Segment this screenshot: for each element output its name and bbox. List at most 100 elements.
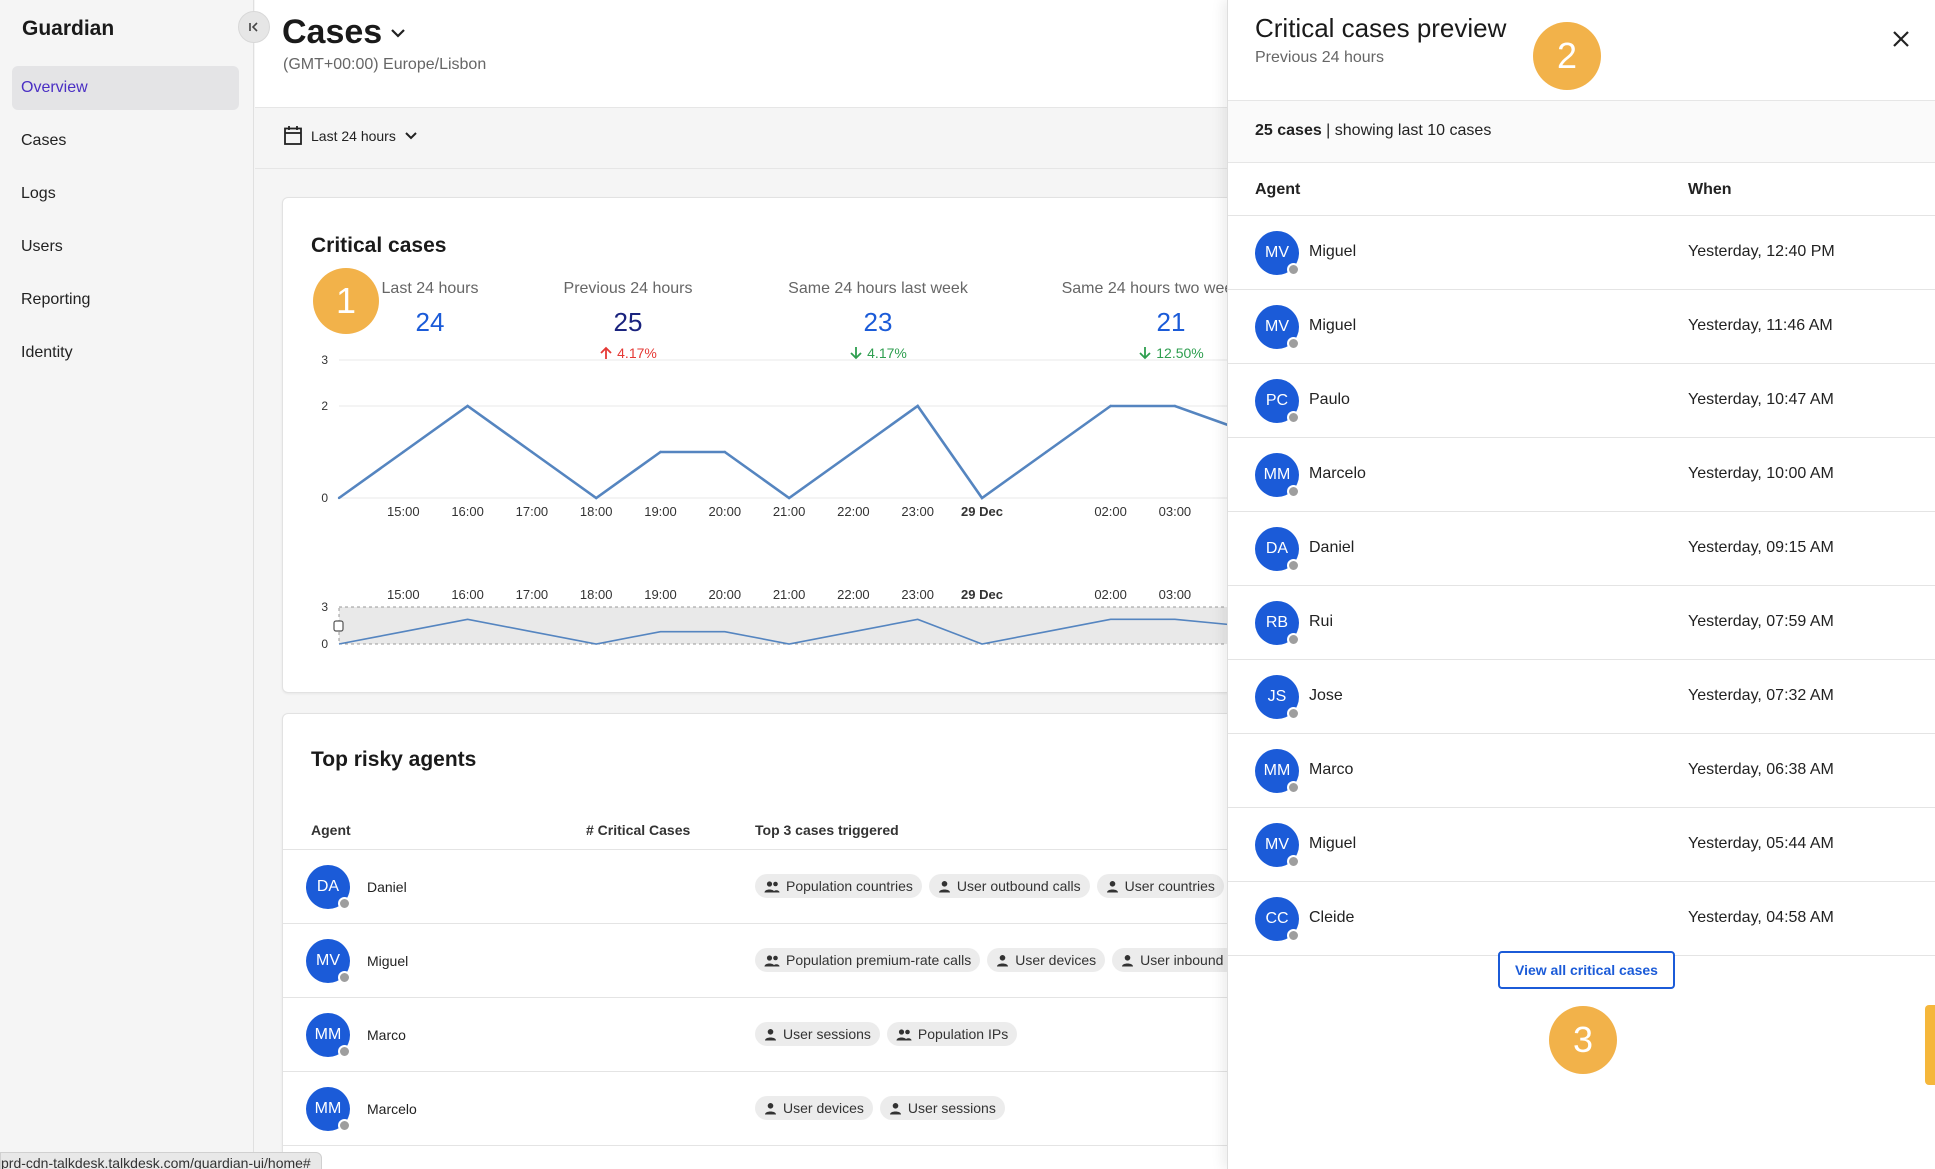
data-point [1045,450,1048,454]
sidebar-item-reporting[interactable]: Reporting [21,291,91,308]
page-title[interactable]: Cases [282,13,406,52]
case-chip-label: User devices [783,1100,864,1116]
case-chip[interactable]: User sessions [879,1096,1005,1120]
date-range-dropdown[interactable]: Last 24 hours [283,125,418,146]
case-chips: User devices User sessions [755,1096,1005,1120]
avatar-initials: MM [314,1100,342,1117]
list-item[interactable]: CC Cleide Yesterday, 04:58 AM [1228,882,1935,956]
case-chip[interactable]: User sessions [755,1022,880,1046]
list-item[interactable]: DA Daniel Yesterday, 09:15 AM [1228,512,1935,586]
list-item[interactable]: MV Miguel Yesterday, 12:40 PM [1228,216,1935,290]
arrow-down-icon [1139,347,1151,360]
sidebar-item-users[interactable]: Users [21,238,63,255]
metric-delta: 4.17% [538,345,718,361]
mini-series-line [338,618,1240,645]
close-button[interactable] [1887,25,1915,53]
presence-dot [338,971,351,984]
list-item[interactable]: MM Marco Yesterday, 06:38 AM [1228,734,1935,808]
x-tick-label: 19:00 [644,504,677,519]
metric-label: Previous 24 hours [563,280,693,297]
sidebar-item-overview[interactable]: Overview [12,66,239,110]
col-agent: Agent [311,822,351,838]
agent-name: Daniel [1309,539,1355,556]
presence-dot [1287,707,1300,720]
presence-dot [1287,781,1300,794]
collapse-sidebar-button[interactable] [238,11,270,43]
avatar-initials: CC [1265,910,1289,927]
person-icon [889,1102,901,1114]
mini-x-tick-label: 19:00 [644,587,677,602]
case-chip[interactable]: User countries [1096,874,1224,898]
data-point [337,496,341,500]
summary-text: 25 cases | showing last 10 cases [1255,122,1491,140]
presence-dot [338,897,351,910]
table-row[interactable]: MVMiguel3Population premium-rate callsUs… [283,924,1483,998]
case-chip-label: User sessions [907,1100,996,1116]
agent-name: Marco [367,1027,406,1043]
avatar-initials: MM [1263,466,1291,483]
sidebar-item-cases[interactable]: Cases [21,132,67,149]
list-item[interactable]: MV Miguel Yesterday, 05:44 AM [1228,808,1935,882]
callout-badge-2: 2 [1533,22,1601,90]
sidebar: Guardian Overview Cases Logs Users Repor… [0,0,254,1169]
group-icon [764,880,780,892]
view-all-critical-cases-button[interactable]: View all critical cases [1498,951,1675,989]
avatar-initials: MV [316,952,340,969]
data-point [1109,404,1112,408]
mini-x-tick-label: 23:00 [901,587,934,602]
case-chip[interactable]: User devices [755,1096,873,1120]
agent-name: Cleide [1309,909,1355,926]
mini-x-tick-label: 15:00 [387,587,420,602]
x-tick-label: 21:00 [773,504,806,519]
list-item[interactable]: MV Miguel Yesterday, 11:46 AM [1228,290,1935,364]
case-chip-label: Population IPs [917,1026,1009,1042]
list-item[interactable]: JS Jose Yesterday, 07:32 AM [1228,660,1935,734]
list-item[interactable]: PC Paulo Yesterday, 10:47 AM [1228,364,1935,438]
data-point [466,404,469,408]
panel-title: Critical cases preview [1255,13,1507,43]
x-tick-label: 17:00 [516,504,549,519]
agent-name: Marco [1309,761,1354,778]
sidebar-item-logs[interactable]: Logs [21,185,56,202]
avatar: RB [1255,601,1300,646]
person-icon [997,954,1009,966]
avatar: MV [1255,231,1300,276]
case-time: Yesterday, 12:40 PM [1688,243,1835,260]
case-time: Yesterday, 10:47 AM [1688,391,1834,408]
list-item[interactable]: MM Marcelo Yesterday, 10:00 AM [1228,438,1935,512]
feedback-tab[interactable] [1925,1005,1935,1085]
avatar: MM [306,1087,351,1132]
case-chip[interactable]: User outbound calls [928,874,1090,898]
sidebar-item-identity[interactable]: Identity [21,344,73,361]
case-chip[interactable]: Population premium-rate calls [755,948,981,972]
x-tick-label: 18:00 [580,504,613,519]
person-icon [938,880,950,892]
presence-dot [338,1119,351,1132]
case-time: Yesterday, 10:00 AM [1688,465,1834,482]
case-chip[interactable]: User devices [987,948,1106,972]
metric-label: Last 24 hours [381,280,479,297]
callout-badge-3: 3 [1549,1006,1617,1074]
case-chip[interactable]: Population IPs [886,1022,1018,1046]
case-chip[interactable]: Population countries [755,874,922,898]
presence-dot [1287,411,1300,424]
data-point [402,450,405,454]
x-tick-label: 16:00 [451,504,484,519]
person-icon [765,1028,776,1040]
y-tick-label: 3 [321,353,328,367]
case-chip-label: Population countries [786,878,913,894]
mini-x-tick-label: 20:00 [709,587,742,602]
critical-cases-title: Critical cases [311,234,447,257]
range-handle[interactable] [333,620,344,632]
case-time: Yesterday, 04:58 AM [1688,909,1834,926]
presence-dot [1287,485,1300,498]
x-tick-label: 02:00 [1094,504,1127,519]
presence-dot [1287,559,1300,572]
avatar: MV [306,939,351,984]
preview-table-header: Agent When [1228,163,1935,216]
list-item[interactable]: RB Rui Yesterday, 07:59 AM [1228,586,1935,660]
metric-two-weeks: Same 24 hours two weeks ago 21 12.50% [1041,280,1301,361]
